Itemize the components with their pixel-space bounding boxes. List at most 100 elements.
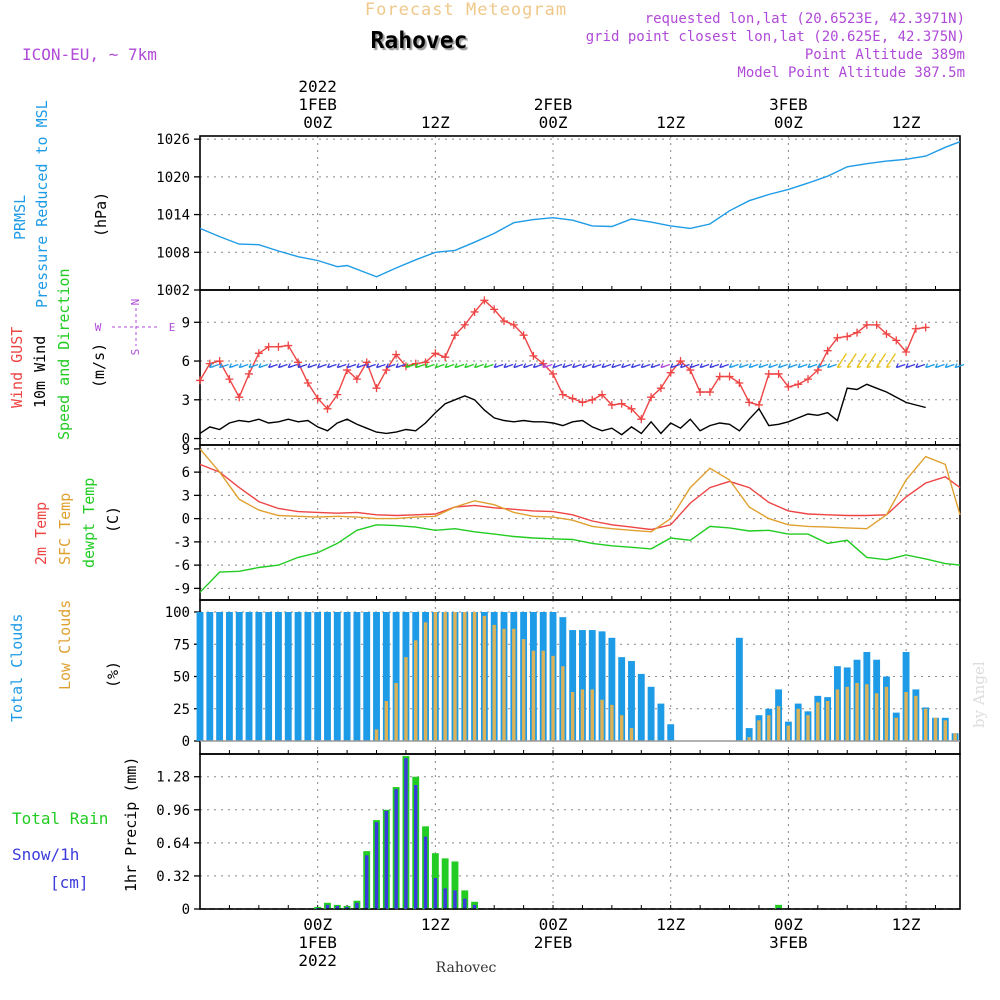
- panel-pressure: 1002 1008 1014 1020 1026: [156, 132, 961, 299]
- wind-direction-arrow: [326, 363, 337, 369]
- gust-marker: [245, 369, 254, 378]
- wind-direction-arrow: [287, 363, 298, 369]
- gust-marker: [892, 336, 901, 345]
- low-cloud-bar: [570, 691, 575, 741]
- low-clouds-label: Low Clouds: [56, 600, 74, 690]
- wind-direction-arrow: [738, 363, 749, 369]
- prmsl-label: PRMSL: [11, 195, 29, 240]
- total-cloud-bar: [294, 612, 302, 741]
- y-tick-label: 75: [173, 637, 190, 653]
- total-cloud-bar: [304, 612, 312, 741]
- wind-direction-arrow: [699, 363, 710, 369]
- wind-direction-arrow: [366, 363, 376, 369]
- y-tick-label: 3: [182, 488, 190, 504]
- bottom-time-label: 00Z: [539, 915, 568, 934]
- gust-marker: [372, 384, 381, 393]
- low-cloud-bar: [561, 666, 565, 741]
- low-cloud-bar: [923, 708, 928, 741]
- panel-frame: [199, 289, 961, 446]
- wind-direction-arrow: [758, 363, 769, 369]
- wind-direction-arrow: [424, 363, 435, 369]
- wind-direction-arrow: [640, 363, 651, 369]
- snow-bar: [325, 904, 330, 909]
- wind-direction-arrow: [630, 363, 641, 369]
- total-cloud-bar: [647, 686, 655, 741]
- gust-marker: [784, 382, 793, 391]
- snow-bar: [453, 890, 457, 909]
- y-tick-label: 1002: [156, 283, 190, 299]
- low-cloud-bar: [482, 615, 487, 741]
- y-tick-label: 1020: [156, 170, 190, 186]
- precip-unit: 1hr Precip (mm): [122, 757, 140, 892]
- gust-marker: [794, 380, 803, 389]
- total-cloud-bar: [324, 612, 331, 741]
- total-cloud-bar: [196, 612, 204, 741]
- y-tick-label: 1014: [156, 208, 190, 224]
- wind-direction-arrow: [375, 363, 386, 369]
- wind-direction-arrow: [925, 363, 935, 369]
- gust-line: [199, 299, 926, 421]
- total-cloud-bar: [333, 612, 341, 741]
- snow-unit-label: [cm]: [50, 873, 89, 892]
- gust-marker: [745, 398, 754, 407]
- low-cloud-bar: [610, 704, 614, 741]
- wind-direction-arrow: [885, 353, 896, 369]
- wind-direction-arrow: [905, 363, 916, 369]
- gust-marker: [647, 393, 656, 402]
- total-cloud-bar: [745, 728, 753, 741]
- wind-direction-arrow: [787, 363, 798, 369]
- wind-direction-arrow: [444, 363, 455, 369]
- low-cloud-bar: [767, 715, 771, 741]
- top-time-label: 00Z: [303, 113, 332, 132]
- snow-bar: [463, 898, 467, 909]
- low-cloud-bar: [374, 729, 379, 741]
- temp-sfc-label: SFC Temp: [56, 493, 74, 565]
- snow-bar: [374, 822, 379, 909]
- wind-direction-arrow: [493, 363, 504, 369]
- gust-marker: [392, 350, 401, 359]
- wind-direction-arrow: [454, 363, 465, 369]
- total-cloud-bar: [245, 612, 253, 741]
- wind-direction-arrow: [228, 363, 239, 369]
- footer-location: Rahovec: [436, 960, 497, 976]
- total-cloud-bar: [637, 673, 645, 741]
- snow-bar: [355, 902, 359, 909]
- low-cloud-bar: [502, 628, 506, 741]
- y-tick-label: 0: [182, 734, 190, 750]
- low-cloud-bar: [521, 639, 526, 741]
- total-cloud-bar: [314, 612, 322, 741]
- gust-marker: [764, 369, 773, 378]
- wind-direction-arrow: [895, 363, 906, 369]
- wind-direction-arrow: [836, 353, 847, 369]
- wind-direction-arrow: [709, 363, 720, 369]
- low-cloud-bar: [423, 622, 428, 741]
- gust-marker: [362, 358, 371, 367]
- panel-temperature: -9 -6 -3 0 3 6 9: [173, 442, 961, 601]
- bottom-time-label: 00Z: [303, 915, 332, 934]
- snow-bar: [364, 855, 369, 909]
- wind-direction-arrow: [258, 363, 269, 369]
- wind-direction-arrow: [728, 363, 739, 369]
- gust-marker: [529, 351, 538, 360]
- wind-10m-label: 10m Wind: [31, 336, 49, 408]
- gust-marker: [421, 358, 430, 367]
- location-title: Rahovec: [371, 28, 468, 54]
- low-cloud-bar: [786, 725, 791, 741]
- wind-direction-arrow: [297, 363, 308, 369]
- y-tick-label: 0: [182, 902, 190, 918]
- snow-bar: [423, 836, 428, 909]
- snow-label: Snow/1h: [12, 845, 79, 864]
- low-cloud-bar: [600, 699, 604, 741]
- y-tick-label: 1008: [156, 245, 190, 261]
- low-cloud-bar: [394, 682, 398, 741]
- total-cloud-bar: [235, 612, 243, 741]
- snow-bar: [472, 904, 477, 909]
- low-cloud-bar: [776, 706, 781, 741]
- gust-marker: [853, 328, 862, 337]
- y-tick-label: 25: [173, 702, 190, 718]
- snow-bar: [335, 905, 340, 909]
- gust-marker: [676, 357, 685, 366]
- gust-marker: [500, 317, 508, 325]
- gust-marker: [735, 379, 744, 387]
- y-tick-label: 1026: [156, 132, 190, 148]
